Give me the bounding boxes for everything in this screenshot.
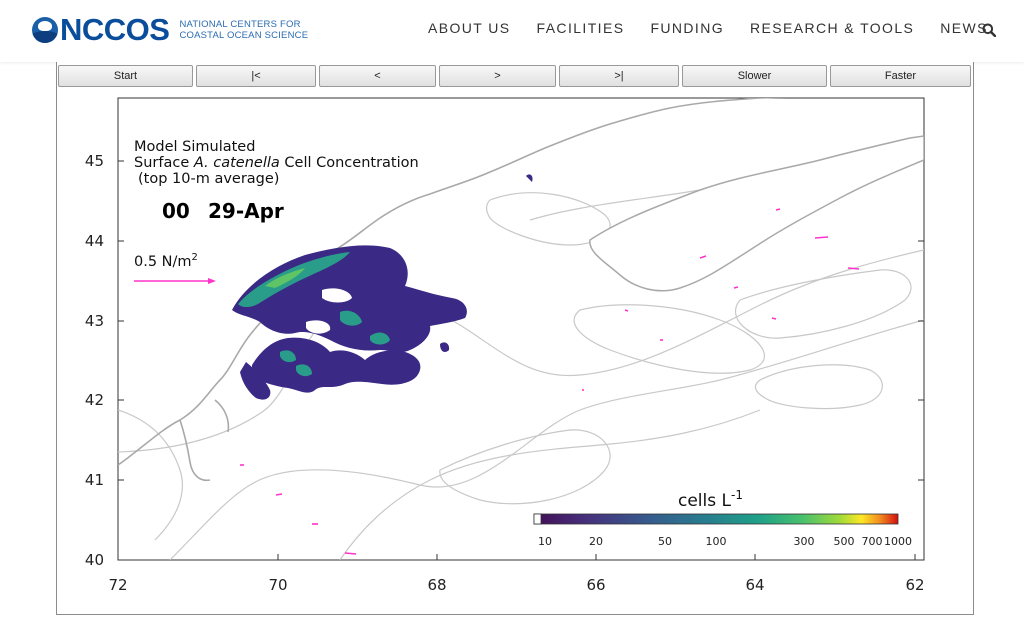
vector-scale-label: 0.5 N/m2 — [134, 252, 198, 270]
main-nav: ABOUT US FACILITIES FUNDING RESEARCH & T… — [428, 20, 1014, 36]
colorbar-tick-10: 10 — [538, 535, 552, 548]
nav-funding[interactable]: FUNDING — [650, 20, 725, 36]
time-hour: 00 — [162, 199, 190, 223]
start-button[interactable]: Start — [58, 65, 193, 87]
concentration-map: 72 70 68 66 64 62 45 44 43 42 41 40 Mode… — [85, 97, 925, 594]
nccos-logo[interactable]: NCCOS NATIONAL CENTERS FOR COASTAL OCEAN… — [32, 12, 308, 47]
y-tick-41: 41 — [85, 471, 104, 489]
colorbar-tick-1000: 1000 — [884, 535, 912, 548]
plot-title-line3: (top 10-m average) — [138, 171, 279, 187]
last-frame-button[interactable]: >| — [559, 65, 679, 87]
x-tick-64: 64 — [745, 576, 764, 594]
colorbar-tick-300: 300 — [794, 535, 815, 548]
y-tick-43: 43 — [85, 312, 104, 330]
x-tick-70: 70 — [268, 576, 287, 594]
site-header: NCCOS NATIONAL CENTERS FOR COASTAL OCEAN… — [0, 0, 1024, 62]
colorbar-tick-50: 50 — [658, 535, 672, 548]
y-tick-42: 42 — [85, 391, 104, 409]
x-tick-72: 72 — [108, 576, 127, 594]
colorbar — [533, 513, 899, 525]
previous-frame-button[interactable]: < — [319, 65, 436, 87]
stress-vectors — [240, 208, 860, 555]
first-frame-button[interactable]: |< — [196, 65, 316, 87]
colorbar-tick-100: 100 — [706, 535, 727, 548]
y-tick-40: 40 — [85, 551, 104, 569]
nav-news[interactable]: NEWS — [940, 20, 988, 36]
axis-ticks — [117, 160, 924, 561]
time-date: 29-Apr — [208, 199, 284, 223]
nav-about-us[interactable]: ABOUT US — [428, 20, 511, 36]
x-tick-66: 66 — [586, 576, 605, 594]
logo-subtitle-line1: NATIONAL CENTERS FOR — [179, 19, 301, 30]
logo-subtitle-line2: COASTAL OCEAN SCIENCE — [179, 30, 309, 41]
y-tick-45: 45 — [85, 152, 104, 170]
colorbar-tick-500: 500 — [834, 535, 855, 548]
next-frame-button[interactable]: > — [439, 65, 556, 87]
logo-subtitle: NATIONAL CENTERS FOR COASTAL OCEAN SCIEN… — [179, 19, 308, 41]
concentration-field — [232, 245, 467, 400]
map-content — [118, 98, 924, 560]
y-tick-44: 44 — [85, 232, 104, 250]
colorbar-under-swatch — [533, 513, 542, 525]
coastline — [118, 98, 786, 482]
slower-button[interactable]: Slower — [682, 65, 827, 87]
faster-button[interactable]: Faster — [830, 65, 971, 87]
search-icon[interactable] — [982, 23, 996, 37]
vector-scale-arrow — [134, 278, 216, 284]
x-tick-68: 68 — [427, 576, 446, 594]
colorbar-tick-700: 700 — [862, 535, 883, 548]
nav-research-tools[interactable]: RESEARCH & TOOLS — [750, 20, 915, 36]
nav-facilities[interactable]: FACILITIES — [536, 20, 625, 36]
nova-scotia-outline — [589, 135, 924, 292]
logo-wordmark: NCCOS — [60, 12, 170, 47]
plot-title-line1: Model Simulated — [134, 139, 255, 155]
noaa-globe-icon — [32, 17, 58, 43]
colorbar-tick-20: 20 — [589, 535, 603, 548]
x-tick-62: 62 — [905, 576, 924, 594]
colorbar-title: cells L-1 — [678, 488, 743, 511]
plot-title-line2: Surface A. catenella Cell Concentration — [134, 155, 419, 171]
